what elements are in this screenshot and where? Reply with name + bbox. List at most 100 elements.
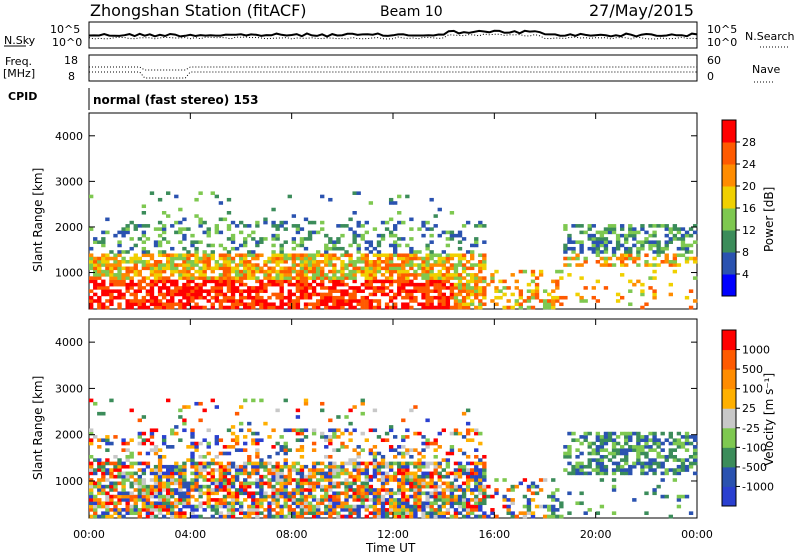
range-cell [101,461,106,466]
range-cell [401,302,406,307]
range-cell [393,454,398,459]
range-cell [247,250,252,254]
range-cell [652,441,657,446]
range-cell [364,260,369,264]
range-cell [157,484,163,489]
range-cell [652,233,657,238]
range-cell [194,269,199,274]
range-cell [101,260,106,264]
range-cell [206,478,211,482]
range-cell [202,289,207,293]
freq-panel-frame [88,54,698,82]
range-cell [121,230,126,235]
range-cell [170,246,175,251]
range-cell [364,478,369,482]
range-cell [210,266,215,271]
range-cell [194,445,199,449]
range-cell [121,295,126,300]
range-cell [259,299,264,303]
range-cell [198,441,203,446]
range-cell [255,286,260,290]
range-cell [295,415,301,419]
range-cell [206,233,211,238]
range-cell [461,302,467,307]
range-cell [275,498,280,502]
range-cell [271,282,276,287]
range-cell [445,461,451,466]
range-cell [267,494,272,499]
range-cell [234,464,240,469]
range-cell [153,508,159,512]
range-cell [559,276,564,280]
range-cell [599,233,605,238]
range-cell [299,481,305,486]
range-cell [121,233,126,238]
range-cell [101,273,106,277]
range-cell [174,481,179,486]
range-cell [364,474,369,479]
range-cell [615,299,621,303]
range-cell [575,468,580,472]
range-cell [324,445,329,449]
range-cell [166,491,171,496]
range-cell [230,508,236,512]
range-cell [141,279,147,284]
range-cell [161,295,167,300]
range-cell [291,256,297,261]
range-cell [303,435,309,439]
range-cell [579,468,584,472]
range-cell [397,508,402,512]
range-cell [368,273,374,277]
range-cell [336,428,341,433]
range-cell [117,468,122,472]
range-cell [182,501,187,506]
range-cell [474,488,479,492]
range-cell [579,501,584,506]
range-cell [174,289,179,293]
range-cell [332,295,337,300]
range-cell [311,230,317,235]
range-cell [174,491,179,496]
colorbar-swatch [722,447,736,468]
range-cell [336,237,341,241]
range-cell [174,504,179,509]
range-cell [243,237,248,241]
range-cell [238,504,244,509]
range-cell [145,237,151,241]
range-cell [174,282,179,287]
range-cell [332,461,337,466]
range-cell [320,471,325,476]
range-cell [166,464,171,469]
range-cell [384,292,390,297]
range-cell [465,454,471,459]
range-cell [101,474,106,479]
range-cell [230,425,236,429]
range-cell [676,253,682,258]
range-cell [615,243,621,248]
range-cell [563,295,568,300]
range-cell [636,230,641,235]
range-cell [599,454,605,459]
range-cell [182,286,187,290]
range-cell [660,224,665,228]
range-cell [259,269,264,274]
range-cell [344,292,349,297]
range-cell [518,289,523,293]
range-cell [287,468,292,472]
range-cell [401,276,406,280]
range-cell [449,514,455,519]
range-cell [356,220,361,225]
range-cell [222,269,228,274]
range-cell [595,230,601,235]
range-cell [190,299,195,303]
range-cell [299,243,305,248]
power-colorbar-label: Power [dB] [762,187,776,252]
range-cell [129,246,134,251]
range-cell [259,478,264,482]
range-cell [380,292,386,297]
range-cell [324,273,329,277]
range-cell [457,302,463,307]
range-cell [397,514,402,519]
range-cell [238,302,244,307]
range-cell [409,256,414,261]
